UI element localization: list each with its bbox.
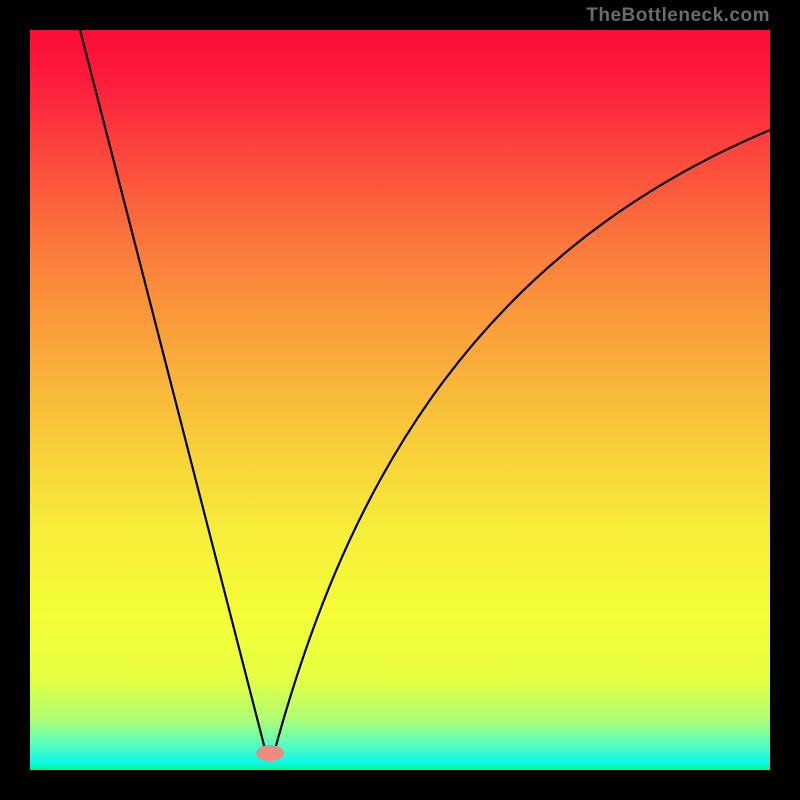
plot-background bbox=[30, 30, 770, 770]
chart-svg bbox=[0, 0, 800, 800]
chart-frame: TheBottleneck.com bbox=[0, 0, 800, 800]
minimum-marker bbox=[256, 745, 284, 761]
watermark-text: TheBottleneck.com bbox=[586, 5, 770, 27]
